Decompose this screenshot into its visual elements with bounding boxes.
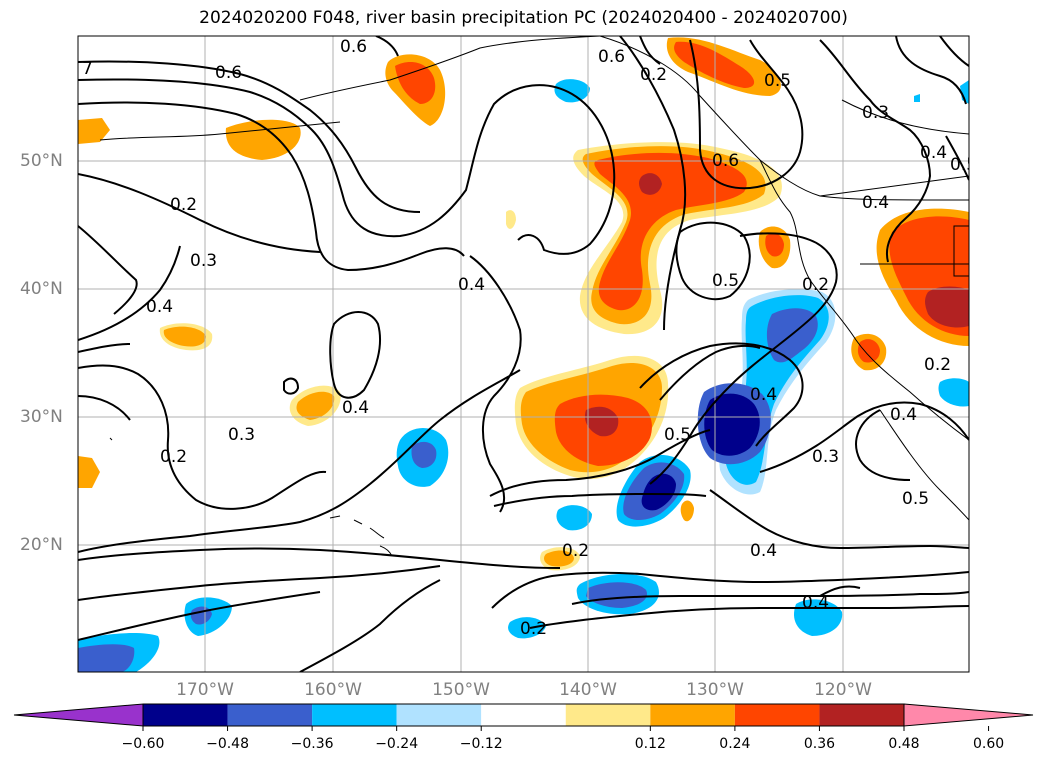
colorbar-tick-label: 0.12 bbox=[634, 736, 666, 752]
contour-label: 0.6 bbox=[598, 47, 625, 67]
colorbar-tick-label: −0.24 bbox=[375, 736, 419, 752]
patch-positive bbox=[78, 456, 100, 488]
patch-negative bbox=[554, 79, 590, 103]
colorbar-tick-label: 0.24 bbox=[719, 736, 751, 752]
contour-label: 0.2 bbox=[924, 355, 951, 375]
grid-lines bbox=[78, 36, 969, 672]
shaded-patches bbox=[78, 37, 969, 672]
patch-positive bbox=[225, 119, 301, 160]
lon-label: 160°W bbox=[304, 680, 362, 700]
patch-positive bbox=[765, 233, 784, 257]
contour-label: 0.2 bbox=[520, 619, 547, 639]
patch-positive bbox=[925, 286, 969, 328]
contour-label: 0.4 bbox=[342, 398, 369, 418]
contour-label: 0.5 bbox=[950, 155, 977, 175]
colorbar-tick-label: −0.36 bbox=[290, 736, 334, 752]
lon-label: 120°W bbox=[814, 680, 872, 700]
patch-negative bbox=[508, 617, 546, 639]
contour-label: 0.5 bbox=[712, 271, 739, 291]
map-frame bbox=[77, 35, 970, 673]
lat-label: 50°N bbox=[20, 151, 63, 171]
patch-negative bbox=[938, 378, 969, 407]
patch-positive bbox=[674, 41, 755, 88]
contour-label: 0.3 bbox=[812, 447, 839, 467]
patch-negative bbox=[704, 393, 760, 456]
lon-label: 170°W bbox=[176, 680, 234, 700]
patch-negative bbox=[411, 441, 437, 468]
patch-positive bbox=[395, 62, 436, 104]
patch-positive bbox=[78, 118, 110, 144]
colorbar-tick-label: −0.60 bbox=[121, 736, 165, 752]
patch-positive bbox=[594, 152, 747, 311]
contour-label-group: 0.6 0.6 0.6 0.5 0.3 0.4 0.5 0.2 0.6 0.4 … bbox=[82, 37, 977, 639]
patch-negative bbox=[78, 644, 135, 672]
contour-label: 0.2 bbox=[562, 541, 589, 561]
colorbar-tick-label: 0.36 bbox=[803, 736, 836, 752]
map-background bbox=[78, 36, 969, 672]
contour-label: 0.3 bbox=[862, 103, 889, 123]
lat-label: 40°N bbox=[20, 279, 63, 299]
contour-label: 0.6 bbox=[215, 63, 242, 83]
islands bbox=[109, 437, 393, 557]
lon-label: 130°W bbox=[686, 680, 744, 700]
lat-label: 30°N bbox=[20, 407, 63, 427]
colorbar-tick-label: 0.60 bbox=[972, 736, 1005, 752]
patch-negative bbox=[914, 94, 920, 102]
patch-positive bbox=[506, 210, 516, 229]
contour-label: 0.3 bbox=[190, 251, 217, 271]
contour-label: 0.5 bbox=[902, 489, 929, 509]
contour-label: 0.2 bbox=[802, 275, 829, 295]
contour-label: 7 bbox=[82, 59, 93, 79]
contour-lines bbox=[78, 36, 969, 672]
patch-positive bbox=[584, 406, 619, 437]
contour-label: 0.4 bbox=[146, 297, 173, 317]
patch-positive bbox=[296, 391, 335, 420]
colorbar-tick-label: −0.12 bbox=[459, 736, 503, 752]
lon-label: 140°W bbox=[559, 680, 617, 700]
patch-negative bbox=[960, 80, 969, 104]
contour-label: 0.2 bbox=[170, 195, 197, 215]
contour-label: 0.6 bbox=[340, 37, 367, 57]
contour-label: 0.4 bbox=[920, 143, 947, 163]
patch-positive bbox=[163, 326, 206, 347]
patch-positive bbox=[639, 173, 662, 195]
contour-label: 0.5 bbox=[764, 71, 791, 91]
contour-label: 0.4 bbox=[802, 593, 829, 613]
contour-label: 0.4 bbox=[890, 405, 917, 425]
contour-label: 0.6 bbox=[712, 151, 739, 171]
contour-label: 0.3 bbox=[228, 425, 255, 445]
lat-label: 20°N bbox=[20, 535, 63, 555]
colorbar-tick-label: −0.48 bbox=[206, 736, 249, 752]
contour-label: 0.2 bbox=[640, 65, 667, 85]
patch-positive bbox=[680, 500, 694, 522]
contour-label: 0.2 bbox=[160, 447, 187, 467]
contour-label: 0.4 bbox=[862, 193, 889, 213]
patch-negative bbox=[556, 505, 592, 531]
contour-label: 0.4 bbox=[750, 385, 777, 405]
patch-positive bbox=[544, 550, 574, 567]
contour-label: 0.4 bbox=[750, 541, 777, 561]
patch-positive bbox=[857, 339, 880, 363]
coastlines bbox=[99, 36, 969, 521]
map-title: 2024020200 F048, river basin precipitati… bbox=[199, 8, 848, 28]
patch-negative bbox=[586, 582, 647, 608]
colorbar-tick-label: 0.48 bbox=[888, 736, 920, 752]
contour-label: 0.4 bbox=[458, 275, 485, 295]
lon-label: 150°W bbox=[432, 680, 490, 700]
contour-label: 0.5 bbox=[664, 425, 691, 445]
